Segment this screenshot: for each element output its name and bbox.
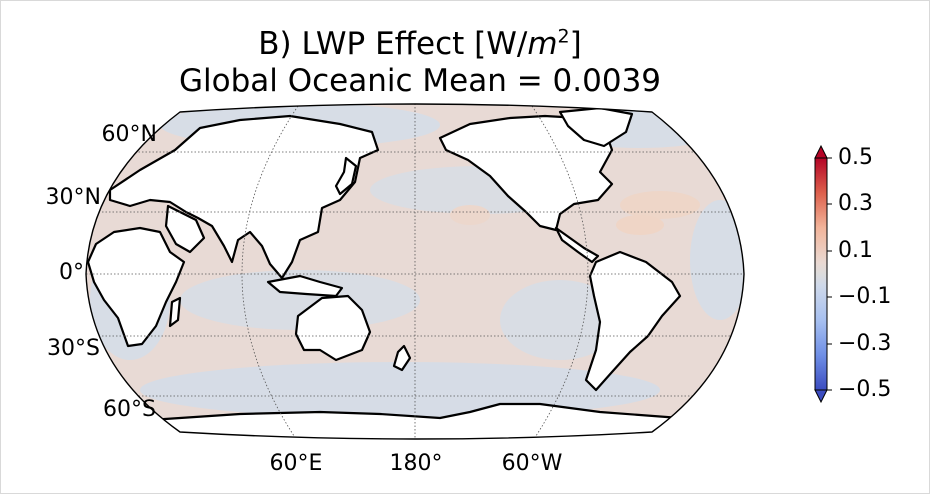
colorbar-tick-label: 0.3 xyxy=(838,191,873,216)
north-america xyxy=(438,114,614,232)
map-subtitle: Global Oceanic Mean = 0.0039 xyxy=(178,63,662,99)
africa xyxy=(86,226,186,348)
colorbar-tick-label: −0.3 xyxy=(838,331,892,356)
arabia xyxy=(164,204,206,254)
antarctica xyxy=(118,402,742,439)
map-boundary xyxy=(85,103,745,440)
lat-label-0: 0° xyxy=(59,260,84,285)
lon-label-180: 180° xyxy=(389,451,443,476)
colorbar-tick-label: 0.5 xyxy=(838,145,873,170)
colorbar-tick-label: 0.1 xyxy=(838,238,873,263)
indonesia xyxy=(266,274,344,298)
lat-label-60s: 60°S xyxy=(103,397,156,422)
colorbar-tick-label: −0.5 xyxy=(838,377,892,402)
graticule xyxy=(86,104,744,439)
new-zealand xyxy=(392,344,412,372)
colorbar-bar xyxy=(814,157,828,391)
lat-label-60n: 60°N xyxy=(101,122,157,147)
madagascar xyxy=(168,296,182,328)
colorbar-tick-label: −0.1 xyxy=(838,284,892,309)
japan xyxy=(334,156,358,196)
colorbar xyxy=(814,144,832,404)
lat-label-30s: 30°S xyxy=(47,336,100,361)
colorbar-extend-min xyxy=(814,389,828,404)
landmasses xyxy=(86,106,742,439)
lat-label-30n: 30°N xyxy=(45,185,101,210)
australia xyxy=(294,294,372,362)
lon-label-60e: 60°E xyxy=(269,451,323,476)
south-america xyxy=(584,250,682,392)
lon-label-60w: 60°W xyxy=(501,451,563,476)
colorbar-extend-max xyxy=(814,144,828,159)
map-title: B) LWP Effect [W/m2] xyxy=(258,25,582,62)
central-america xyxy=(554,226,600,264)
